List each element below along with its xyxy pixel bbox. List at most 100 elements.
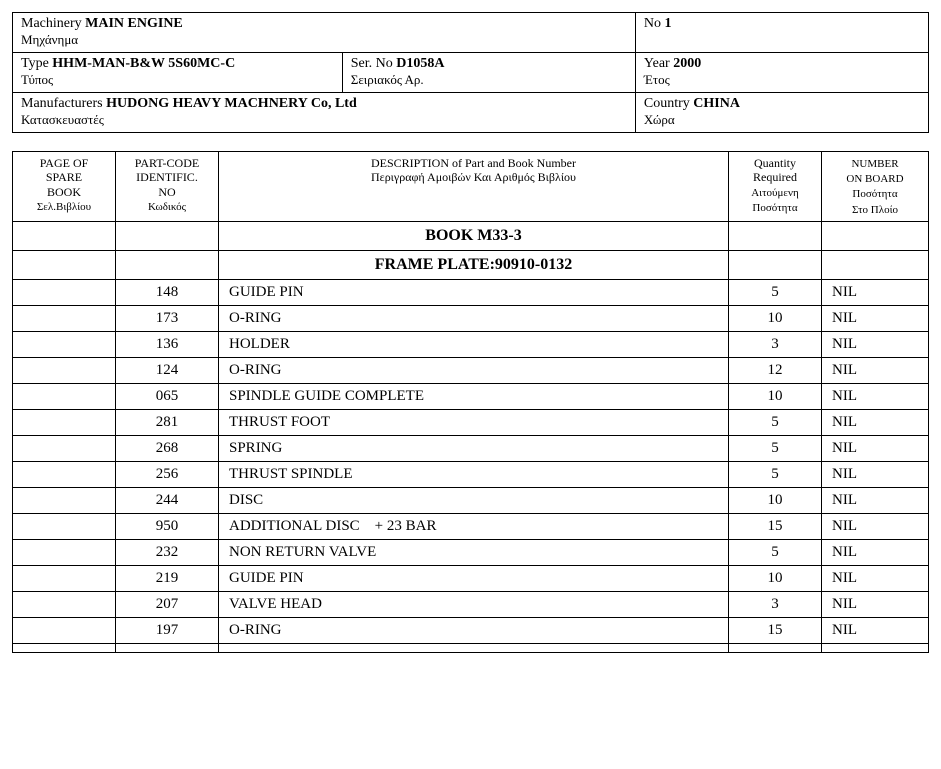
cell-code: [116, 643, 219, 652]
table-row: 136HOLDER3NIL: [13, 331, 929, 357]
cell-board: NIL: [822, 591, 929, 617]
table-row: 219GUIDE PIN10NIL: [13, 565, 929, 591]
section-row: FRAME PLATE:90910-0132: [13, 250, 929, 279]
cell-board: NIL: [822, 357, 929, 383]
cell-page: [13, 513, 116, 539]
cell-desc: SPINDLE GUIDE COMPLETE: [219, 383, 729, 409]
cell-code: 268: [116, 435, 219, 461]
manuf-greek: Κατασκευαστές: [21, 112, 104, 127]
col-code-l2: IDENTIFIC.: [136, 170, 198, 184]
cell-desc: THRUST SPINDLE: [219, 461, 729, 487]
table-row: 281THRUST FOOT5NIL: [13, 409, 929, 435]
col-page-header: PAGE OF SPARE BOOK Σελ.Βιβλίου: [13, 152, 116, 222]
cell-qty: 5: [729, 279, 822, 305]
cell-page: [13, 279, 116, 305]
cell-qty: 3: [729, 331, 822, 357]
type-cell: Type HHM-MAN-B&W 5S60MC-C Τύπος: [13, 53, 343, 93]
cell-board: NIL: [822, 513, 929, 539]
cell-desc: O-RING: [219, 357, 729, 383]
table-row: 065SPINDLE GUIDE COMPLETE10NIL: [13, 383, 929, 409]
col-desc-header: DESCRIPTION of Part and Book Number Περι…: [219, 152, 729, 222]
cell-desc: ADDITIONAL DISC + 23 BAR: [219, 513, 729, 539]
cell-desc: NON RETURN VALVE: [219, 539, 729, 565]
parts-body: BOOK M33-3FRAME PLATE:90910-0132148GUIDE…: [13, 221, 929, 652]
cell-code: 197: [116, 617, 219, 643]
cell-qty: 5: [729, 435, 822, 461]
cell-board: NIL: [822, 435, 929, 461]
cell-code: 256: [116, 461, 219, 487]
machinery-cell: Machinery MAIN ENGINE Μηχάνημα: [13, 13, 636, 53]
col-board-g2: Στο Πλοίο: [852, 204, 898, 216]
col-qty-g2: Ποσότητα: [752, 202, 797, 214]
cell-qty: 12: [729, 357, 822, 383]
table-row: 950ADDITIONAL DISC + 23 BAR15NIL: [13, 513, 929, 539]
table-row: 173O-RING10NIL: [13, 305, 929, 331]
country-cell: Country CHINA Χώρα: [635, 93, 928, 133]
no-label: No: [644, 16, 661, 31]
year-value: 2000: [673, 56, 701, 71]
cell-code: 244: [116, 487, 219, 513]
col-desc-l1: DESCRIPTION of Part and Book Number: [371, 156, 576, 170]
section-empty: [822, 221, 929, 250]
cell-code: 148: [116, 279, 219, 305]
cell-desc: GUIDE PIN: [219, 279, 729, 305]
cell-board: NIL: [822, 617, 929, 643]
col-board-l2: ON BOARD: [846, 173, 903, 185]
cell-code: 950: [116, 513, 219, 539]
cell-desc: GUIDE PIN: [219, 565, 729, 591]
col-page-l1: PAGE OF: [40, 156, 89, 170]
cell-code: 232: [116, 539, 219, 565]
year-label: Year: [644, 56, 670, 71]
table-row: [13, 643, 929, 652]
cell-board: NIL: [822, 409, 929, 435]
cell-qty: 10: [729, 383, 822, 409]
cell-page: [13, 331, 116, 357]
section-empty: [729, 221, 822, 250]
section-empty: [13, 221, 116, 250]
cell-page: [13, 409, 116, 435]
cell-board: [822, 643, 929, 652]
cell-board: NIL: [822, 565, 929, 591]
col-qty-header: Quantity Required Αιτούμενη Ποσότητα: [729, 152, 822, 222]
col-code-greek: Κωδικός: [148, 201, 186, 213]
cell-page: [13, 461, 116, 487]
cell-qty: 15: [729, 617, 822, 643]
no-value: 1: [665, 16, 672, 31]
table-row: 232NON RETURN VALVE5NIL: [13, 539, 929, 565]
parts-table: PAGE OF SPARE BOOK Σελ.Βιβλίου PART-CODE…: [12, 151, 929, 653]
col-board-header: NUMBER ON BOARD Ποσότητα Στο Πλοίο: [822, 152, 929, 222]
cell-page: [13, 565, 116, 591]
col-page-l3: BOOK: [47, 185, 81, 199]
section-empty: [822, 250, 929, 279]
cell-desc: O-RING: [219, 617, 729, 643]
cell-qty: 5: [729, 461, 822, 487]
col-qty-l1: Quantity: [754, 156, 796, 170]
cell-desc: THRUST FOOT: [219, 409, 729, 435]
cell-qty: 10: [729, 305, 822, 331]
cell-board: NIL: [822, 383, 929, 409]
cell-qty: 5: [729, 539, 822, 565]
machinery-label: Machinery: [21, 16, 82, 31]
manuf-label: Manufacturers: [21, 96, 103, 111]
table-row: 244DISC10NIL: [13, 487, 929, 513]
cell-desc: O-RING: [219, 305, 729, 331]
col-board-g1: Ποσότητα: [852, 188, 897, 200]
cell-board: NIL: [822, 461, 929, 487]
table-row: 124O-RING12NIL: [13, 357, 929, 383]
col-code-l1: PART-CODE: [135, 156, 199, 170]
cell-board: NIL: [822, 487, 929, 513]
cell-page: [13, 305, 116, 331]
section-empty: [13, 250, 116, 279]
cell-code: 281: [116, 409, 219, 435]
col-page-greek: Σελ.Βιβλίου: [37, 201, 91, 213]
col-board-l1: NUMBER: [851, 158, 898, 170]
col-desc-greek: Περιγραφή Αμοιβών Και Αριθμός Βιβλίου: [371, 170, 576, 184]
manuf-value: HUDONG HEAVY MACHNERY Co, Ltd: [106, 96, 357, 111]
country-value: CHINA: [693, 96, 740, 111]
no-cell: No 1: [635, 13, 928, 53]
cell-desc: VALVE HEAD: [219, 591, 729, 617]
cell-page: [13, 643, 116, 652]
section-title: FRAME PLATE:90910-0132: [219, 250, 729, 279]
serno-value: D1058A: [396, 56, 444, 71]
cell-board: NIL: [822, 331, 929, 357]
